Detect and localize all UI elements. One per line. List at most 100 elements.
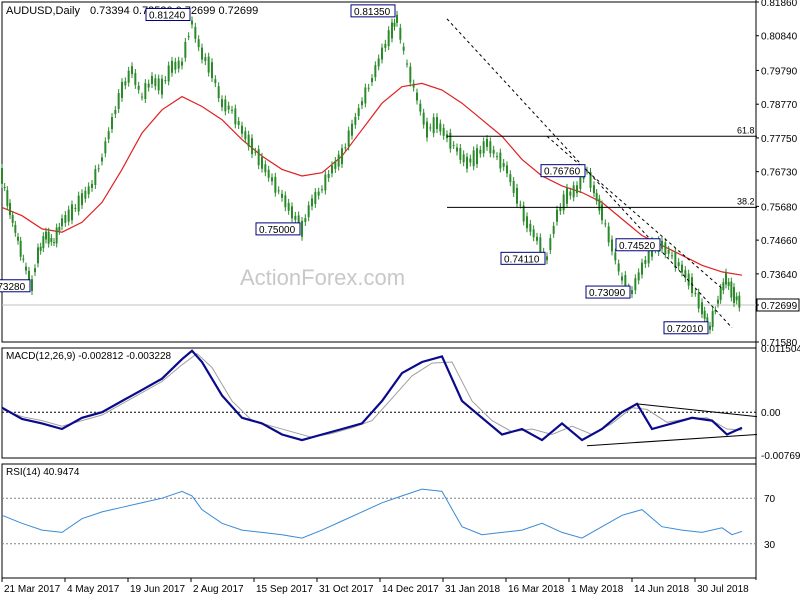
price-annotation-label: 0.73090 [589, 288, 626, 299]
candle-body [267, 169, 270, 178]
candle-body [506, 165, 508, 174]
candle-body [247, 134, 250, 147]
candle-body [409, 66, 412, 83]
candle-body [311, 198, 313, 207]
candle-body [664, 242, 667, 255]
candle-body [595, 192, 598, 201]
candle-body [601, 204, 603, 221]
candle-body [171, 60, 173, 73]
candle-body [257, 149, 260, 166]
candle-body [412, 83, 415, 88]
candle-body [351, 123, 353, 136]
price-annotation-label: 0.81350 [354, 7, 391, 18]
candle-body [131, 66, 133, 75]
candle-body [614, 252, 617, 261]
candle-body [432, 117, 435, 134]
candle-body [617, 263, 620, 272]
candle-body [735, 296, 738, 301]
macd-trend-line [636, 403, 758, 418]
candle-body [641, 262, 643, 275]
candle-body [231, 109, 233, 111]
candle-body [61, 218, 63, 227]
candle-body [681, 264, 683, 273]
candle-body [31, 279, 33, 292]
fib-level-label: 38.2 [737, 196, 755, 206]
candle-body [701, 302, 703, 315]
candle-body [164, 80, 167, 82]
date-axis-label: 31 Jan 2018 [445, 584, 500, 595]
candle-body [502, 162, 505, 167]
candle-body [117, 93, 120, 109]
candle-body [141, 96, 143, 98]
candle-body [476, 148, 478, 165]
candle-body [730, 281, 733, 298]
candle-body [334, 160, 337, 169]
candle-body [416, 92, 418, 101]
date-axis-label: 1 May 2018 [571, 584, 624, 595]
candle-body [644, 259, 647, 264]
candle-body [331, 165, 333, 174]
candle-body [177, 60, 180, 69]
macd-trend-line [586, 434, 758, 447]
candle-body [402, 46, 405, 51]
trend-line [546, 135, 723, 289]
candle-body [559, 207, 562, 212]
candle-body [104, 141, 107, 154]
price-axis-label: 0.76730 [761, 168, 798, 179]
candle-body [589, 172, 592, 188]
date-axis-label: 2 Aug 2017 [193, 584, 244, 595]
candle-body [147, 83, 150, 88]
candle-body [217, 86, 220, 99]
candle-body [304, 218, 307, 223]
candle-body [50, 237, 53, 242]
rsi-axis-label: 30 [764, 540, 776, 551]
candle-body [134, 72, 137, 85]
candle-body [314, 192, 317, 204]
date-axis-label: 30 Jul 2018 [697, 584, 749, 595]
price-annotation-box [0, 279, 31, 293]
price-axis-label: 0.80840 [761, 32, 798, 43]
candle-body [201, 47, 203, 60]
price-annotation-label: 0.74110 [504, 254, 540, 265]
candle-body [556, 209, 558, 222]
candle-body [422, 112, 425, 125]
candle-body [572, 185, 575, 198]
candle-body [181, 61, 183, 66]
price-axis-label: 0.73640 [761, 270, 798, 281]
candle-body [161, 78, 163, 95]
candle-body [244, 131, 247, 140]
candle-body [264, 164, 267, 173]
candle-body [393, 22, 396, 27]
candle-body [706, 317, 709, 326]
candle-body [167, 65, 170, 82]
candle-body [197, 39, 200, 48]
candle-body [536, 236, 538, 241]
candle-body [512, 181, 515, 193]
date-axis-label: 15 Sep 2017 [256, 584, 313, 595]
price-annotation-box [350, 4, 396, 18]
candle-body [391, 22, 393, 39]
candle-body [552, 225, 555, 234]
candle-body [307, 205, 310, 218]
candle-body [204, 57, 207, 62]
candle-body [519, 204, 522, 206]
candle-body [489, 141, 492, 154]
candle-body [449, 132, 452, 149]
candle-body [151, 76, 153, 85]
candle-body [347, 130, 350, 147]
date-axis-label: 19 Jun 2017 [130, 584, 185, 595]
price-annotation-label: 0.74520 [619, 241, 656, 252]
macd-title: MACD(12,26,9) -0.002812 -0.003228 [6, 351, 172, 362]
candle-body [607, 226, 610, 243]
candle-body [419, 103, 422, 112]
candle-body [107, 131, 110, 140]
price-annotation-label: 0.75000 [259, 225, 296, 236]
candle-body [661, 240, 663, 249]
price-annotation-box [255, 222, 301, 236]
candle-body [94, 169, 97, 186]
candle-body [569, 191, 572, 196]
candle-body [703, 310, 706, 319]
candle-body [237, 121, 240, 126]
candle-body [361, 101, 363, 106]
candle-body [486, 138, 488, 147]
